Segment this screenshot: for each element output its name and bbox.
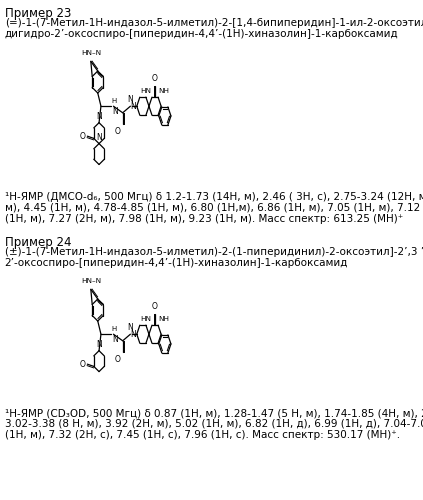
Text: HN–N: HN–N xyxy=(81,278,101,284)
Text: Пример 24: Пример 24 xyxy=(5,236,71,249)
Text: (1H, м), 7.32 (2H, с), 7.45 (1H, с), 7.96 (1H, с). Масс спектр: 530.17 (МН)⁺.: (1H, м), 7.32 (2H, с), 7.45 (1H, с), 7.9… xyxy=(5,430,400,440)
Text: N: N xyxy=(96,112,102,120)
Text: O: O xyxy=(80,132,85,140)
Text: HN: HN xyxy=(140,316,151,322)
Text: N: N xyxy=(130,102,136,110)
Text: N: N xyxy=(127,323,133,332)
Text: дигидро-2’-оксоспиро-[пиперидин-4,4’-(1H)-хиназолин]-1-карбоксамид: дигидро-2’-оксоспиро-[пиперидин-4,4’-(1H… xyxy=(5,29,398,39)
Text: ¹H-ЯМР (CD₃OD, 500 Мгц) δ 0.87 (1H, м), 1.28-1.47 (5 H, м), 1.74-1.85 (4H, м), 2: ¹H-ЯМР (CD₃OD, 500 Мгц) δ 0.87 (1H, м), … xyxy=(5,408,423,418)
Text: 3.02-3.38 (8 H, м), 3.92 (2H, м), 5.02 (1H, м), 6.82 (1H, д), 6.99 (1H, д), 7.04: 3.02-3.38 (8 H, м), 3.92 (2H, м), 5.02 (… xyxy=(5,419,423,429)
Text: O: O xyxy=(80,360,85,368)
Text: 2’-оксоспиро-[пиперидин-4,4’-(1H)-хиназолин]-1-карбоксамид: 2’-оксоспиро-[пиперидин-4,4’-(1H)-хиназо… xyxy=(5,258,348,268)
Text: O: O xyxy=(115,355,121,364)
Text: ¹H-ЯМР (ДМСО-d₆, 500 Мгц) δ 1.2-1.73 (14H, м), 2.46 ( 3H, с), 2.75-3.24 (12H, м): ¹H-ЯМР (ДМСО-d₆, 500 Мгц) δ 1.2-1.73 (14… xyxy=(5,192,423,202)
Text: (±)-1-(7-Метил-1Н-индазол-5-илметил)-2-(1-пиперидинил)-2-оксоэтил]-2’,3 ’-дигидр: (±)-1-(7-Метил-1Н-индазол-5-илметил)-2-(… xyxy=(5,247,423,257)
Text: Пример 23: Пример 23 xyxy=(5,7,71,20)
Text: HN–N: HN–N xyxy=(81,50,101,56)
Text: м), 4.45 (1H, м), 4.78-4.85 (1H, м), 6.80 (1H,м), 6.86 (1H, м), 7.05 (1H, м), 7.: м), 4.45 (1H, м), 4.78-4.85 (1H, м), 6.8… xyxy=(5,203,423,213)
Text: N: N xyxy=(127,95,133,104)
Text: NH: NH xyxy=(159,316,170,322)
Text: O: O xyxy=(152,302,158,311)
Text: N: N xyxy=(130,330,136,338)
Text: O: O xyxy=(115,127,121,136)
Text: NH: NH xyxy=(159,88,170,94)
Text: N: N xyxy=(96,340,102,348)
Text: N: N xyxy=(96,132,102,141)
Text: H: H xyxy=(112,326,117,332)
Text: N: N xyxy=(112,107,118,116)
Text: H: H xyxy=(112,98,117,104)
Text: (=)-1-(7-Метил-1Н-индазол-5-илметил)-2-[1,4-бипиперидин]-1-ил-2-оксоэтил]-2’,3’-: (=)-1-(7-Метил-1Н-индазол-5-илметил)-2-[… xyxy=(5,18,423,28)
Text: O: O xyxy=(152,74,158,83)
Text: N: N xyxy=(112,335,118,344)
Text: HN: HN xyxy=(140,88,151,94)
Text: (1H, м), 7.27 (2H, м), 7.98 (1H, м), 9.23 (1H, м). Масс спектр: 613.25 (МН)⁺: (1H, м), 7.27 (2H, м), 7.98 (1H, м), 9.2… xyxy=(5,214,403,224)
